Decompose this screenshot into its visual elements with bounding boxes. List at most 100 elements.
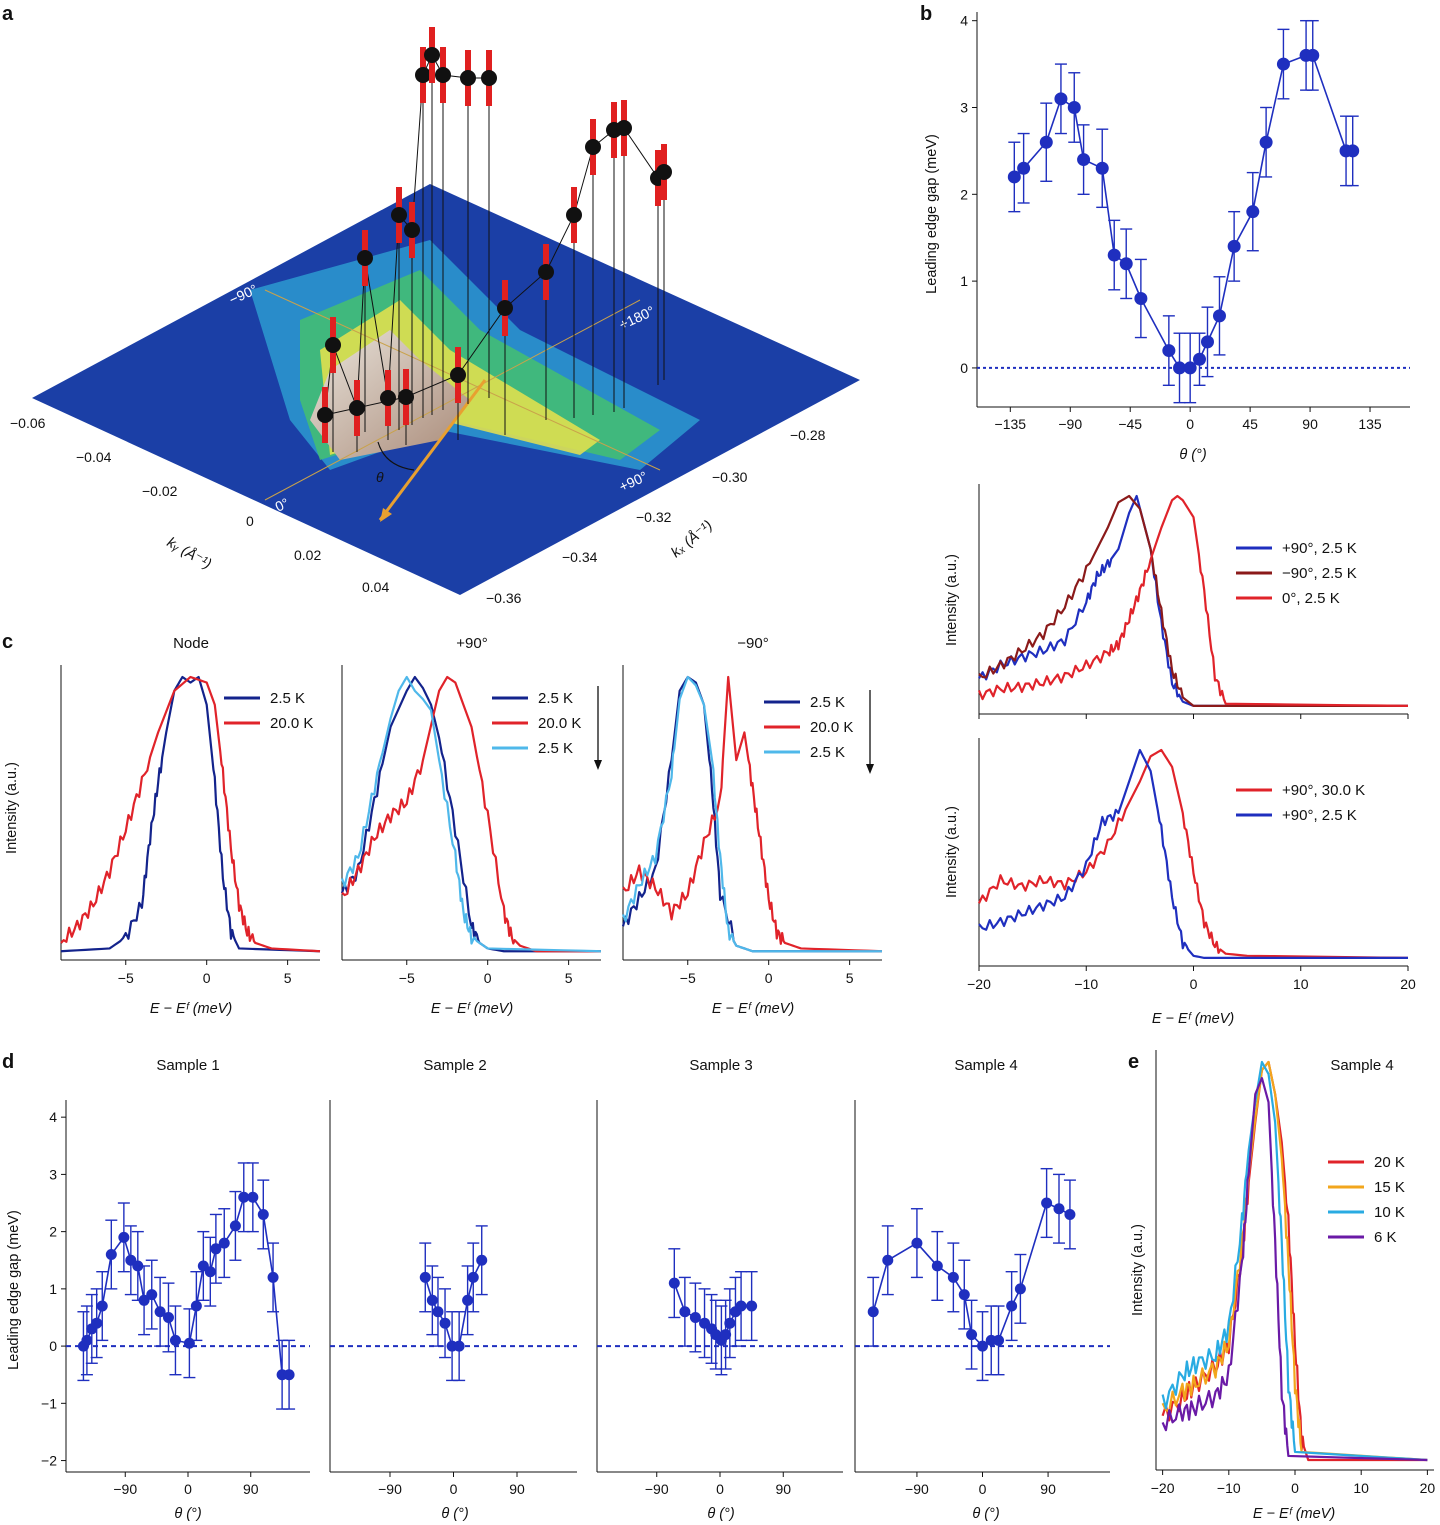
data-point <box>1107 248 1121 262</box>
b-top-xlabel: θ (°) <box>1179 447 1206 463</box>
b-top-ylabel: Leading edge gap (meV) <box>924 134 940 294</box>
spectrum-line <box>60 675 321 953</box>
data-point <box>911 1237 923 1249</box>
data-point <box>210 1243 222 1255</box>
d-xlabel-2: θ (°) <box>441 1506 468 1522</box>
y-tick-label: 1 <box>49 1281 57 1297</box>
gap-marker <box>391 207 407 223</box>
x-tick-label: 10 <box>1293 976 1309 992</box>
kx-tick: −0.30 <box>712 469 748 485</box>
data-point <box>1346 144 1360 158</box>
panel-a-3d-map: θ −90° +180° 0° +90° −0.06 −0.04 −0.02 0… <box>10 27 860 606</box>
legend-label: 2.5 K <box>538 740 573 757</box>
c-plus90-title: +90° <box>456 635 487 652</box>
legend-label: +90°, 2.5 K <box>1282 540 1357 557</box>
d-sample3-title: Sample 3 <box>689 1057 752 1074</box>
gap-marker <box>481 70 497 86</box>
data-point <box>1119 257 1133 271</box>
spectrum-line <box>1161 1076 1428 1462</box>
y-tick-label: 2 <box>49 1224 57 1240</box>
spectrum-line <box>1161 1060 1428 1462</box>
data-point <box>154 1306 166 1318</box>
gap-marker <box>357 250 373 266</box>
gap-marker <box>450 367 466 383</box>
x-tick-label: 90 <box>1302 416 1318 432</box>
x-tick-label: 0 <box>1291 1480 1299 1496</box>
legend-label: 20.0 K <box>270 715 313 732</box>
x-tick-label: 10 <box>1353 1480 1369 1496</box>
ky-tick: −0.04 <box>76 449 112 465</box>
data-point <box>1134 291 1148 305</box>
x-tick-label: 20 <box>1420 1480 1436 1496</box>
legend-label: 0°, 2.5 K <box>1282 590 1340 607</box>
legend-label: 2.5 K <box>810 694 845 711</box>
data-point <box>1306 48 1320 62</box>
panel-label-d: d <box>2 1051 14 1073</box>
x-tick-label: −90 <box>645 1481 669 1497</box>
data-point <box>1054 92 1068 106</box>
x-tick-label: −5 <box>680 970 696 986</box>
data-point <box>958 1289 970 1301</box>
data-point <box>1067 100 1081 114</box>
gap-marker <box>497 300 513 316</box>
spectrum-line <box>1161 1060 1428 1462</box>
spectrum-line <box>978 494 1408 707</box>
gap-marker <box>415 67 431 83</box>
y-tick-label: 4 <box>49 1109 57 1125</box>
data-point <box>720 1329 732 1341</box>
spectrum-line <box>977 494 1409 707</box>
data-point <box>190 1300 202 1312</box>
data-point <box>1183 361 1197 375</box>
x-tick-label: −45 <box>1118 416 1142 432</box>
data-point <box>96 1300 108 1312</box>
data-point <box>238 1191 250 1203</box>
data-point <box>668 1277 680 1289</box>
data-point <box>1064 1208 1076 1220</box>
y-tick-label: 3 <box>49 1166 57 1182</box>
x-tick-label: 20 <box>1400 976 1416 992</box>
panel-label-b: b <box>920 3 932 25</box>
data-point <box>183 1337 195 1349</box>
c-node-title: Node <box>173 635 209 652</box>
spectrum-line <box>622 675 883 953</box>
data-point <box>229 1220 241 1232</box>
d-xlabel-4: θ (°) <box>972 1506 999 1522</box>
data-point <box>1259 135 1273 149</box>
spectrum-line <box>978 748 1408 960</box>
c-node-xlabel: E − Eᶠ (meV) <box>150 1001 232 1017</box>
data-point <box>426 1294 438 1306</box>
data-point <box>267 1271 279 1283</box>
e-xlabel: E − Eᶠ (meV) <box>1253 1506 1335 1522</box>
kx-tick: −0.32 <box>636 509 672 525</box>
data-point <box>1017 161 1031 175</box>
kx-axis-label: kₓ (Å⁻¹) <box>668 517 716 561</box>
x-tick-label: 0 <box>1186 416 1194 432</box>
data-point <box>453 1340 465 1352</box>
data-point <box>1246 205 1260 219</box>
data-point <box>966 1329 978 1341</box>
legend-label: 20 K <box>1374 1154 1405 1171</box>
x-tick-label: 90 <box>775 1481 791 1497</box>
data-point <box>1006 1300 1018 1312</box>
ky-tick: 0 <box>246 513 254 529</box>
data-point <box>724 1317 736 1329</box>
theta-label: θ <box>376 469 384 485</box>
spectrum-line <box>621 675 882 953</box>
data-point <box>162 1311 174 1323</box>
x-tick-label: 90 <box>243 1481 259 1497</box>
gap-marker <box>398 389 414 405</box>
x-tick-label: −5 <box>399 970 415 986</box>
legend-label: 2.5 K <box>810 744 845 761</box>
d-sample4-title: Sample 4 <box>954 1057 1017 1074</box>
x-tick-label: −10 <box>1217 1480 1241 1496</box>
kx-tick: −0.34 <box>562 549 598 565</box>
data-point <box>218 1237 230 1249</box>
legend-label: 6 K <box>1374 1229 1397 1246</box>
gap-marker <box>349 400 365 416</box>
data-point <box>746 1300 758 1312</box>
gap-marker <box>460 70 476 86</box>
data-point <box>1041 1197 1053 1209</box>
x-tick-label: 0 <box>765 970 773 986</box>
x-tick-label: 90 <box>509 1481 525 1497</box>
